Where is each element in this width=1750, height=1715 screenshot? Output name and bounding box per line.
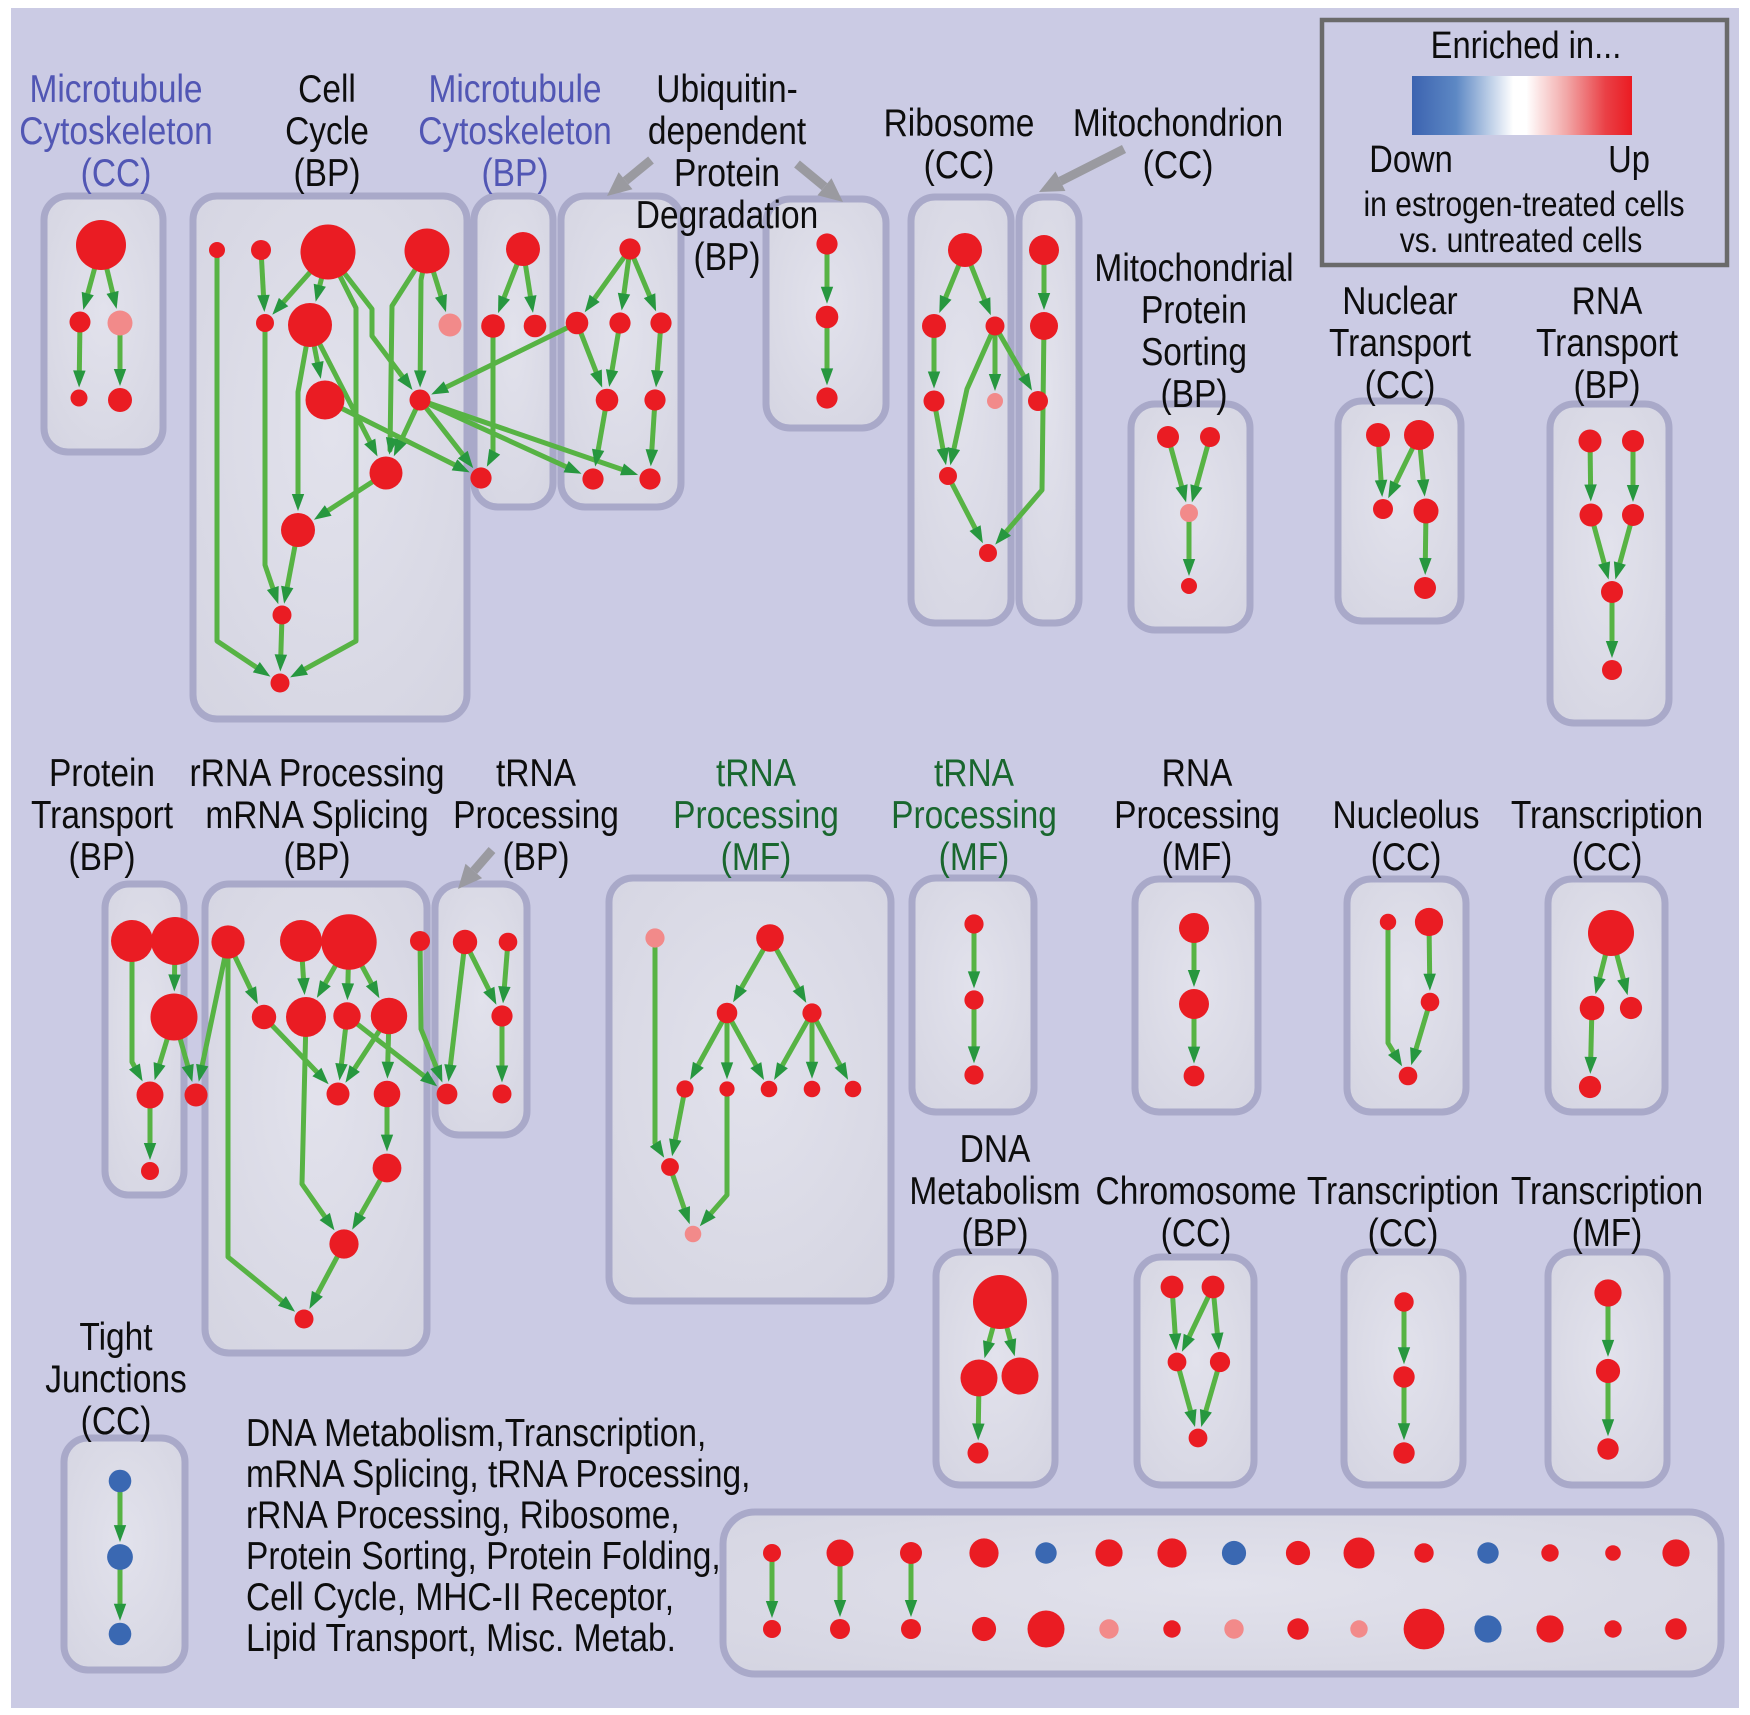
svg-text:Transport: Transport [31, 793, 173, 837]
svg-text:Enriched in...: Enriched in... [1431, 24, 1622, 67]
svg-text:tRNA: tRNA [716, 751, 796, 795]
svg-text:rRNA Processing, Ribosome,: rRNA Processing, Ribosome, [246, 1493, 680, 1537]
svg-text:RNA: RNA [1162, 751, 1233, 795]
svg-text:(BP): (BP) [1574, 363, 1641, 407]
svg-text:Junctions: Junctions [45, 1357, 186, 1401]
svg-text:Down: Down [1369, 138, 1453, 181]
svg-text:(CC): (CC) [1143, 143, 1214, 187]
svg-text:Lipid Transport, Misc. Metab.: Lipid Transport, Misc. Metab. [246, 1616, 676, 1660]
svg-text:Processing: Processing [1114, 793, 1280, 837]
svg-text:Microtubule: Microtubule [29, 67, 202, 111]
svg-text:(BP): (BP) [482, 151, 549, 195]
svg-text:Mitochondrial: Mitochondrial [1094, 246, 1293, 290]
svg-text:Transport: Transport [1536, 321, 1678, 365]
svg-text:DNA: DNA [960, 1127, 1031, 1171]
svg-text:DNA Metabolism,Transcription,: DNA Metabolism,Transcription, [246, 1411, 706, 1455]
svg-text:(MF): (MF) [1572, 1211, 1643, 1255]
svg-text:(CC): (CC) [81, 1399, 152, 1443]
svg-text:Processing: Processing [673, 793, 839, 837]
svg-text:(CC): (CC) [1161, 1211, 1232, 1255]
svg-text:Cytoskeleton: Cytoskeleton [19, 109, 213, 153]
svg-text:Microtubule: Microtubule [428, 67, 601, 111]
svg-text:(BP): (BP) [69, 835, 136, 879]
svg-text:Ribosome: Ribosome [884, 101, 1035, 145]
svg-text:(BP): (BP) [1161, 372, 1228, 416]
svg-text:Sorting: Sorting [1141, 330, 1247, 374]
svg-text:mRNA Splicing: mRNA Splicing [205, 793, 428, 837]
svg-text:(CC): (CC) [1371, 835, 1442, 879]
svg-text:Mitochondrion: Mitochondrion [1073, 101, 1283, 145]
svg-text:tRNA: tRNA [934, 751, 1014, 795]
svg-text:(BP): (BP) [284, 835, 351, 879]
svg-text:in estrogen-treated cells: in estrogen-treated cells [1363, 184, 1684, 224]
svg-text:Processing: Processing [891, 793, 1057, 837]
svg-text:(BP): (BP) [294, 151, 361, 195]
svg-text:(BP): (BP) [694, 235, 761, 279]
svg-text:(MF): (MF) [939, 835, 1010, 879]
svg-text:Cytoskeleton: Cytoskeleton [418, 109, 612, 153]
svg-text:(MF): (MF) [1162, 835, 1233, 879]
svg-text:(CC): (CC) [924, 143, 995, 187]
svg-text:Cycle: Cycle [285, 109, 369, 153]
svg-text:Protein: Protein [1141, 288, 1247, 332]
svg-text:Tight: Tight [79, 1315, 152, 1359]
svg-text:(BP): (BP) [503, 835, 570, 879]
svg-text:Nuclear: Nuclear [1342, 279, 1457, 323]
svg-text:mRNA Splicing, tRNA Processing: mRNA Splicing, tRNA Processing, [246, 1452, 750, 1496]
svg-text:Protein Sorting, Protein Foldi: Protein Sorting, Protein Folding, [246, 1534, 721, 1578]
svg-text:dependent: dependent [648, 109, 806, 153]
svg-text:vs. untreated cells: vs. untreated cells [1400, 220, 1642, 260]
svg-text:RNA: RNA [1572, 279, 1643, 323]
svg-text:Protein: Protein [49, 751, 155, 795]
svg-text:Cell: Cell [298, 67, 356, 111]
svg-text:Protein: Protein [674, 151, 780, 195]
svg-text:Transport: Transport [1329, 321, 1471, 365]
svg-text:rRNA Processing: rRNA Processing [190, 751, 445, 795]
svg-text:(MF): (MF) [721, 835, 792, 879]
svg-text:(CC): (CC) [1365, 363, 1436, 407]
svg-text:tRNA: tRNA [496, 751, 576, 795]
svg-text:Degradation: Degradation [636, 193, 818, 237]
svg-text:(CC): (CC) [1572, 835, 1643, 879]
svg-text:Processing: Processing [453, 793, 619, 837]
svg-text:(CC): (CC) [81, 151, 152, 195]
svg-text:Nucleolus: Nucleolus [1332, 793, 1479, 837]
svg-text:Ubiquitin-: Ubiquitin- [656, 67, 797, 111]
svg-text:(BP): (BP) [962, 1211, 1029, 1255]
svg-text:Transcription: Transcription [1307, 1169, 1499, 1213]
svg-text:Up: Up [1608, 138, 1650, 181]
svg-text:Chromosome: Chromosome [1095, 1169, 1296, 1213]
svg-text:Transcription: Transcription [1511, 1169, 1703, 1213]
svg-text:Metabolism: Metabolism [909, 1169, 1080, 1213]
svg-text:Transcription: Transcription [1511, 793, 1703, 837]
svg-text:(CC): (CC) [1368, 1211, 1439, 1255]
svg-text:Cell Cycle, MHC-II Receptor,: Cell Cycle, MHC-II Receptor, [246, 1575, 674, 1619]
